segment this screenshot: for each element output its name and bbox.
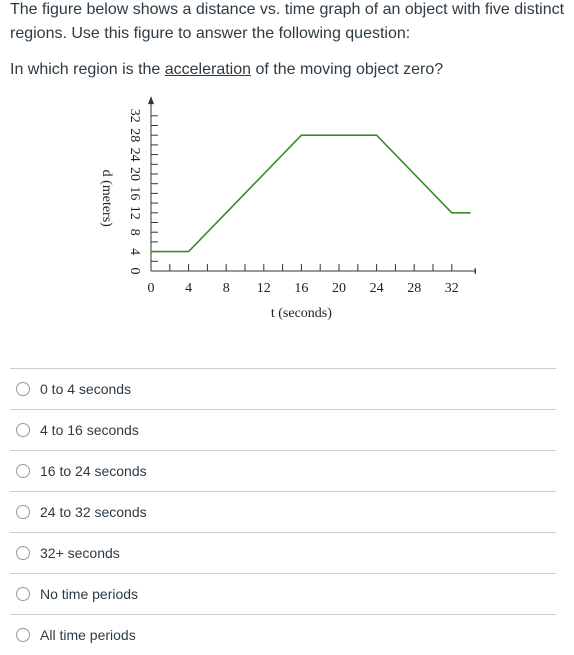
x-tick-label: 12	[257, 281, 271, 296]
x-tick-label: 24	[370, 281, 384, 296]
y-tick-label: 4	[127, 248, 142, 255]
question-text: In which region is the acceleration of t…	[10, 58, 443, 82]
radio-button[interactable]	[16, 505, 30, 519]
y-tick-label: 0	[127, 268, 142, 275]
radio-button[interactable]	[16, 382, 30, 396]
answer-label: 16 to 24 seconds	[40, 463, 147, 479]
answer-label: All time periods	[40, 627, 136, 643]
chart-svg: 0 4 8 12 16 20 24 28 32 0 4 8 12 16 20 24 28 32 t (seconds…	[99, 96, 483, 321]
question-suffix: of the moving object zero?	[251, 61, 444, 78]
distance-line	[151, 134, 471, 253]
x-tick-label: 32	[445, 281, 459, 296]
question-keyword: acceleration	[164, 61, 252, 78]
answer-option[interactable]: 0 to 4 seconds	[10, 368, 556, 409]
answer-list: 0 to 4 seconds 4 to 16 seconds 16 to 24 …	[10, 368, 556, 655]
answer-option[interactable]: 32+ seconds	[10, 532, 556, 573]
answer-label: 0 to 4 seconds	[40, 381, 132, 397]
y-tick-label: 16	[127, 186, 142, 200]
radio-button[interactable]	[16, 546, 30, 560]
radio-button[interactable]	[16, 464, 30, 478]
x-axis-arrow	[474, 268, 483, 274]
x-tick-label: 16	[294, 281, 308, 296]
answer-option[interactable]: No time periods	[10, 573, 556, 614]
x-tick-label: 20	[332, 281, 346, 296]
answer-label: No time periods	[40, 586, 139, 602]
y-axis-label: d (meters)	[99, 170, 114, 227]
x-tick-label: 0	[148, 281, 155, 296]
y-tick-label: 20	[127, 167, 142, 181]
answer-option[interactable]: 24 to 32 seconds	[10, 491, 556, 532]
radio-button[interactable]	[16, 423, 30, 437]
x-tick-label: 4	[185, 281, 192, 296]
x-tick-label: 28	[407, 281, 421, 296]
y-tick-label: 8	[127, 229, 142, 236]
y-tick-label: 28	[127, 128, 142, 142]
radio-button[interactable]	[16, 628, 30, 642]
intro-text: The figure below shows a distance vs. ti…	[10, 1, 565, 42]
question-prefix: In which region is the	[10, 61, 165, 78]
answer-option[interactable]: 4 to 16 seconds	[10, 409, 556, 450]
question-intro: The figure below shows a distance vs. ti…	[10, 0, 566, 46]
y-tick-label: 24	[127, 148, 142, 162]
radio-button[interactable]	[16, 587, 30, 601]
y-axis-arrow	[148, 96, 154, 105]
distance-time-graph: 0 4 8 12 16 20 24 28 32 0 4 8 12 16 20 24 28 32 t (seconds…	[96, 88, 483, 328]
y-tick-label: 32	[127, 109, 142, 123]
answer-label: 24 to 32 seconds	[40, 504, 147, 520]
x-tick-label: 8	[223, 281, 230, 296]
answer-label: 4 to 16 seconds	[40, 422, 139, 438]
y-tick-label: 12	[127, 206, 142, 220]
answer-label: 32+ seconds	[40, 545, 120, 561]
answer-option[interactable]: All time periods	[10, 614, 556, 655]
x-axis-label: t (seconds)	[271, 306, 332, 321]
answer-option[interactable]: 16 to 24 seconds	[10, 450, 556, 491]
